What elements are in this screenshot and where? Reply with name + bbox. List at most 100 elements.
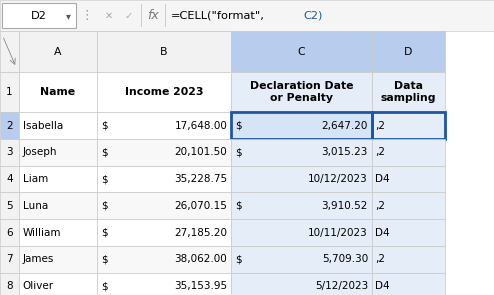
Text: $: $	[101, 227, 107, 237]
Text: 4: 4	[6, 174, 13, 184]
Text: ✕: ✕	[105, 11, 113, 21]
Bar	[0, 31, 19, 72]
Bar	[372, 31, 445, 72]
Bar	[165, 4, 166, 27]
Text: $: $	[235, 147, 242, 157]
Text: 3,910.52: 3,910.52	[322, 201, 368, 211]
Bar	[19, 192, 97, 219]
Text: 2: 2	[6, 121, 13, 131]
Text: 10/11/2023: 10/11/2023	[308, 227, 368, 237]
Bar	[19, 31, 97, 72]
Bar	[19, 246, 97, 273]
Bar	[97, 72, 231, 112]
Text: 5: 5	[6, 201, 13, 211]
Text: $: $	[101, 121, 107, 131]
Text: Oliver: Oliver	[23, 281, 54, 291]
Bar	[231, 246, 372, 273]
Text: 5,709.30: 5,709.30	[322, 254, 368, 264]
Text: ,2: ,2	[375, 121, 385, 131]
Text: Data
sampling: Data sampling	[381, 81, 436, 103]
Bar	[372, 273, 445, 295]
Text: $: $	[101, 281, 107, 291]
Bar	[231, 139, 372, 166]
Bar	[372, 219, 445, 246]
Bar	[0, 192, 19, 219]
Text: D4: D4	[375, 281, 390, 291]
Text: 26,070.15: 26,070.15	[174, 201, 227, 211]
Bar	[97, 219, 231, 246]
Text: fx: fx	[147, 9, 159, 22]
Text: 38,062.00: 38,062.00	[174, 254, 227, 264]
Text: 5/12/2023: 5/12/2023	[315, 281, 368, 291]
Bar	[97, 192, 231, 219]
Bar	[372, 112, 445, 139]
Text: Liam: Liam	[23, 174, 48, 184]
Text: 10/12/2023: 10/12/2023	[308, 174, 368, 184]
Text: D4: D4	[375, 227, 390, 237]
Bar	[231, 273, 372, 295]
Bar	[0, 273, 19, 295]
Bar	[19, 72, 97, 112]
Text: ,2: ,2	[375, 147, 385, 157]
Text: Declaration Date
or Penalty: Declaration Date or Penalty	[250, 81, 353, 103]
Text: $: $	[101, 174, 107, 184]
Bar	[97, 273, 231, 295]
Text: 6: 6	[6, 227, 13, 237]
Text: B: B	[160, 47, 168, 57]
Bar	[0, 219, 19, 246]
Bar	[19, 112, 97, 139]
Text: 20,101.50: 20,101.50	[174, 147, 227, 157]
Text: A: A	[54, 47, 62, 57]
Bar	[141, 4, 142, 27]
Text: Isabella: Isabella	[23, 121, 63, 131]
Bar	[0, 72, 19, 112]
Text: $: $	[101, 254, 107, 264]
Bar	[97, 31, 231, 72]
Bar	[372, 139, 445, 166]
Bar	[97, 246, 231, 273]
Text: $: $	[101, 201, 107, 211]
Text: 35,153.95: 35,153.95	[174, 281, 227, 291]
Text: 17,648.00: 17,648.00	[174, 121, 227, 131]
Text: ✓: ✓	[124, 11, 132, 21]
Text: D4: D4	[375, 174, 390, 184]
Bar	[231, 112, 372, 139]
Text: 3: 3	[6, 147, 13, 157]
Text: Name: Name	[40, 87, 76, 97]
Bar	[0, 246, 19, 273]
Bar	[372, 166, 445, 192]
Bar	[231, 31, 372, 72]
Text: 1: 1	[6, 87, 13, 97]
Bar	[0, 139, 19, 166]
Bar	[19, 139, 97, 166]
Bar	[231, 72, 372, 112]
Text: ,2: ,2	[375, 254, 385, 264]
Bar	[372, 192, 445, 219]
Text: 8: 8	[6, 281, 13, 291]
Text: Income 2023: Income 2023	[125, 87, 203, 97]
Text: $: $	[101, 147, 107, 157]
Text: ⋮: ⋮	[80, 9, 93, 22]
Text: Joseph: Joseph	[23, 147, 57, 157]
Text: $: $	[235, 201, 242, 211]
Text: ▾: ▾	[66, 11, 71, 21]
Bar	[231, 219, 372, 246]
Bar	[372, 246, 445, 273]
Text: C: C	[298, 47, 305, 57]
Bar	[0, 0, 494, 31]
Text: $: $	[235, 121, 242, 131]
Text: 27,185.20: 27,185.20	[174, 227, 227, 237]
Text: 2,647.20: 2,647.20	[322, 121, 368, 131]
Text: ,2: ,2	[375, 201, 385, 211]
Text: James: James	[23, 254, 54, 264]
Text: 3,015.23: 3,015.23	[322, 147, 368, 157]
Text: D: D	[405, 47, 412, 57]
Bar	[231, 112, 372, 139]
Text: 35,228.75: 35,228.75	[174, 174, 227, 184]
Text: 7: 7	[6, 254, 13, 264]
Text: William: William	[23, 227, 61, 237]
Bar	[19, 273, 97, 295]
Bar	[19, 166, 97, 192]
Text: C2): C2)	[304, 11, 323, 21]
Bar	[0, 166, 19, 192]
